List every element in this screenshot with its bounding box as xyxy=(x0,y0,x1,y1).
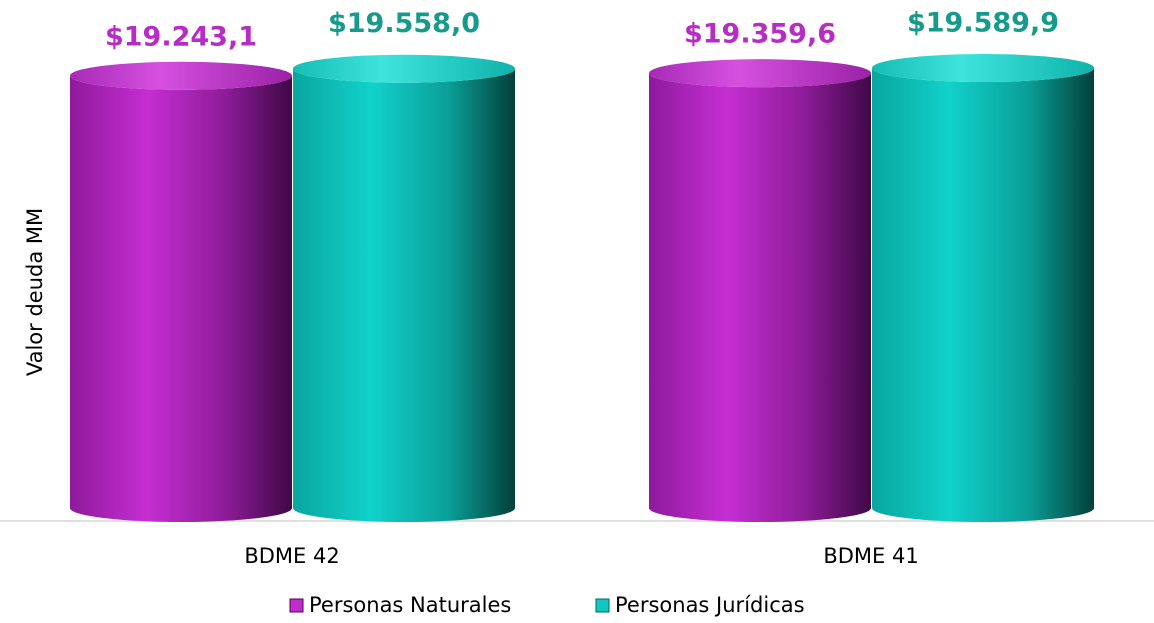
x-tick-label: BDME 42 xyxy=(244,544,339,568)
data-label: $19.589,9 xyxy=(907,8,1059,39)
data-label: $19.558,0 xyxy=(328,8,480,39)
cylinder-top xyxy=(649,59,871,88)
x-tick-label: BDME 41 xyxy=(823,544,918,568)
data-label: $19.243,1 xyxy=(105,21,257,52)
legend-label: Personas Naturales xyxy=(309,593,511,617)
legend-swatch xyxy=(289,598,304,613)
legend-label: Personas Jurídicas xyxy=(615,593,805,617)
cylinder-top xyxy=(293,54,515,83)
cylinder-top xyxy=(70,61,292,90)
cylinder-top xyxy=(872,54,1094,82)
cylinder xyxy=(70,75,292,523)
cylinder xyxy=(293,68,515,522)
cylinder xyxy=(649,73,871,522)
legend-swatch xyxy=(595,598,610,613)
y-axis-label: Valor deuda MM xyxy=(23,208,47,376)
data-label: $19.359,6 xyxy=(684,19,836,50)
cylinder xyxy=(872,68,1094,522)
